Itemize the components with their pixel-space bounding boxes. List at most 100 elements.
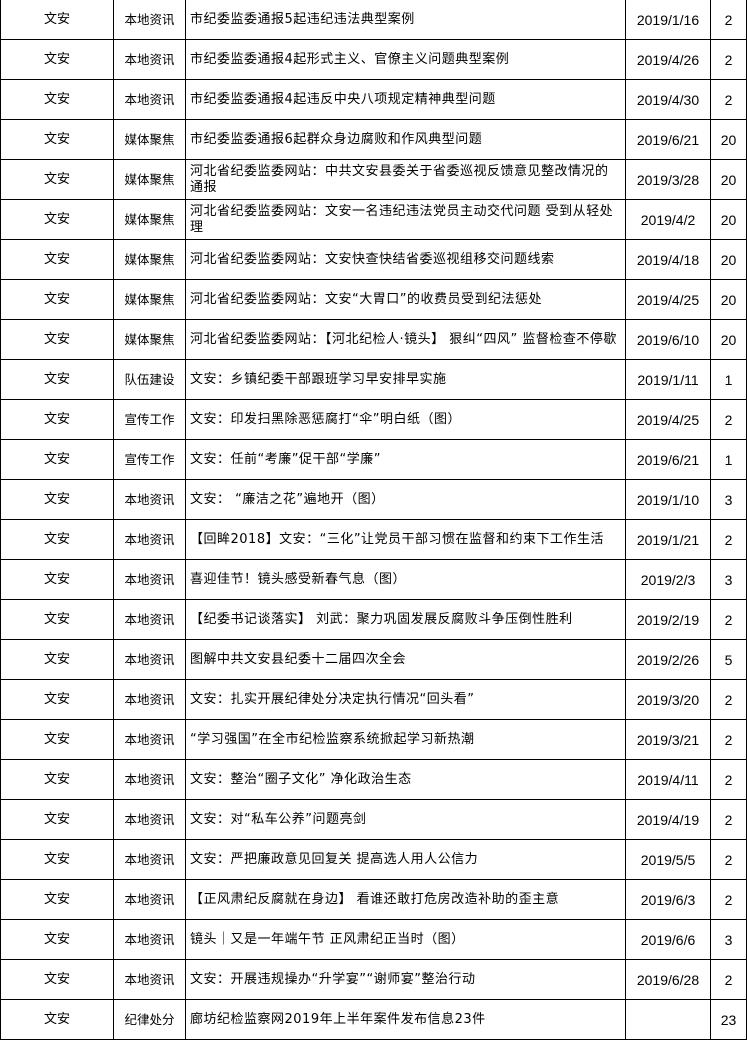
date-cell: 2019/1/10 [625,479,711,520]
date-cell: 2019/4/2 [625,199,711,240]
title-cell: 文安：对“私车公养”问题亮剑 [185,799,626,840]
title-cell: 河北省纪委监委网站：中共文安县委关于省委巡视反馈意见整改情况的通报 [185,159,626,200]
title-cell: 市纪委监委通报4起违反中央八项规定精神典型问题 [185,79,626,120]
table-row: 文安 媒体聚焦 河北省纪委监委网站：文安一名违纪违法党员主动交代问题 受到从轻处理 2… [0,199,747,240]
count-cell: 2 [710,39,747,80]
title-cell: 河北省纪委监委网站：文安一名违纪违法党员主动交代问题 受到从轻处理 [185,199,626,240]
count-cell: 20 [710,119,747,160]
table-row: 文安 本地资讯 【纪委书记谈落实】 刘武：聚力巩固发展反腐败斗争压倒性胜利 2019/… [0,599,747,640]
count-cell: 2 [710,759,747,800]
count-cell: 2 [710,519,747,560]
category-cell: 媒体聚焦 [113,279,186,320]
date-cell: 2019/2/26 [625,639,711,680]
title-cell: 图解中共文安县纪委十二届四次全会 [185,639,626,680]
title-cell: 河北省纪委监委网站：文安快查快结省委巡视组移交问题线索 [185,239,626,280]
table-row: 文安 本地资讯 市纪委监委通报5起违纪违法典型案例 2019/1/16 2 [0,0,747,40]
title-cell: 市纪委监委通报6起群众身边腐败和作风典型问题 [185,119,626,160]
category-cell: 宣传工作 [113,439,186,480]
count-cell: 2 [710,879,747,920]
date-cell: 2019/4/25 [625,279,711,320]
table-row: 文安 本地资讯 文安：整治“圈子文化” 净化政治生态 2019/4/11 2 [0,759,747,800]
category-cell: 本地资讯 [113,879,186,920]
category-cell: 本地资讯 [113,79,186,120]
category-cell: 媒体聚焦 [113,319,186,360]
category-cell: 媒体聚焦 [113,119,186,160]
region-cell: 文安 [0,319,114,360]
date-cell: 2019/2/19 [625,599,711,640]
title-cell: 文安： “廉洁之花”遍地开（图） [185,479,626,520]
title-cell: 文安：乡镇纪委干部跟班学习早安排早实施 [185,359,626,400]
count-cell: 20 [710,199,747,240]
count-cell: 2 [710,799,747,840]
title-cell: 河北省纪委监委网站：文安“大胃口”的收费员受到纪法惩处 [185,279,626,320]
category-cell: 队伍建设 [113,359,186,400]
table-row: 文安 本地资讯 市纪委监委通报4起形式主义、官僚主义问题典型案例 2019/4/26 2 [0,39,747,80]
category-cell: 媒体聚焦 [113,159,186,200]
date-cell: 2019/3/28 [625,159,711,200]
table-row: 文安 纪律处分 廊坊纪检监察网2019年上半年案件发布信息23件 23 [0,999,747,1040]
date-cell: 2019/2/3 [625,559,711,600]
count-cell: 20 [710,159,747,200]
category-cell: 本地资讯 [113,919,186,960]
title-cell: 文安：任前“考廉”促干部“学廉” [185,439,626,480]
table-row: 文安 本地资讯 “学习强国”在全市纪检监察系统掀起学习新热潮 2019/3/21 2 [0,719,747,760]
table-row: 文安 本地资讯 文安：开展违规操办“升学宴”“谢师宴”整治行动 2019/6/28 2 [0,959,747,1000]
region-cell: 文安 [0,39,114,80]
table-row: 文安 媒体聚焦 市纪委监委通报6起群众身边腐败和作风典型问题 2019/6/21 20 [0,119,747,160]
count-cell: 2 [710,399,747,440]
date-cell: 2019/4/18 [625,239,711,280]
region-cell: 文安 [0,919,114,960]
title-cell: 河北省纪委监委网站：【河北纪检人·镜头】 狠纠“四风” 监督检查不停歇 [185,319,626,360]
date-cell [625,999,711,1040]
table-row: 文安 本地资讯 【回眸2018】文安：“三化”让党员干部习惯在监督和约束下工作生活 2… [0,519,747,560]
table-row: 文安 本地资讯 【正风肃纪反腐就在身边】 看谁还敢打危房改造补助的歪主意 2019/6… [0,879,747,920]
count-cell: 2 [710,679,747,720]
title-cell: 【正风肃纪反腐就在身边】 看谁还敢打危房改造补助的歪主意 [185,879,626,920]
table-row: 文安 本地资讯 镜头｜又是一年端午节 正风肃纪正当时（图） 2019/6/6 3 [0,919,747,960]
count-cell: 1 [710,439,747,480]
count-cell: 2 [710,959,747,1000]
title-cell: 文安：扎实开展纪律处分决定执行情况“回头看” [185,679,626,720]
date-cell: 2019/4/19 [625,799,711,840]
category-cell: 本地资讯 [113,639,186,680]
date-cell: 2019/6/6 [625,919,711,960]
count-cell: 3 [710,559,747,600]
region-cell: 文安 [0,119,114,160]
region-cell: 文安 [0,719,114,760]
title-cell: 文安：整治“圈子文化” 净化政治生态 [185,759,626,800]
category-cell: 本地资讯 [113,39,186,80]
date-cell: 2019/1/16 [625,0,711,40]
count-cell: 5 [710,639,747,680]
title-cell: 文安：开展违规操办“升学宴”“谢师宴”整治行动 [185,959,626,1000]
table-row: 文安 本地资讯 文安：扎实开展纪律处分决定执行情况“回头看” 2019/3/20 2 [0,679,747,720]
region-cell: 文安 [0,359,114,400]
region-cell: 文安 [0,799,114,840]
title-cell: 【回眸2018】文安：“三化”让党员干部习惯在监督和约束下工作生活 [185,519,626,560]
table-row: 文安 本地资讯 文安： “廉洁之花”遍地开（图） 2019/1/10 3 [0,479,747,520]
region-cell: 文安 [0,479,114,520]
category-cell: 本地资讯 [113,759,186,800]
title-cell: 市纪委监委通报4起形式主义、官僚主义问题典型案例 [185,39,626,80]
date-cell: 2019/6/3 [625,879,711,920]
title-cell: 喜迎佳节！镜头感受新春气息（图） [185,559,626,600]
category-cell: 本地资讯 [113,0,186,40]
count-cell: 3 [710,479,747,520]
date-cell: 2019/4/11 [625,759,711,800]
date-cell: 2019/1/11 [625,359,711,400]
title-cell: 廊坊纪检监察网2019年上半年案件发布信息23件 [185,999,626,1040]
date-cell: 2019/4/25 [625,399,711,440]
count-cell: 20 [710,279,747,320]
region-cell: 文安 [0,519,114,560]
date-cell: 2019/3/21 [625,719,711,760]
region-cell: 文安 [0,239,114,280]
region-cell: 文安 [0,79,114,120]
region-cell: 文安 [0,199,114,240]
category-cell: 媒体聚焦 [113,199,186,240]
date-cell: 2019/5/5 [625,839,711,880]
table-row: 文安 宣传工作 文安：任前“考廉”促干部“学廉” 2019/6/21 1 [0,439,747,480]
title-cell: 文安：印发扫黑除恶惩腐打“伞”明白纸（图） [185,399,626,440]
title-cell: 镜头｜又是一年端午节 正风肃纪正当时（图） [185,919,626,960]
region-cell: 文安 [0,0,114,40]
table-row: 文安 本地资讯 文安：对“私车公养”问题亮剑 2019/4/19 2 [0,799,747,840]
